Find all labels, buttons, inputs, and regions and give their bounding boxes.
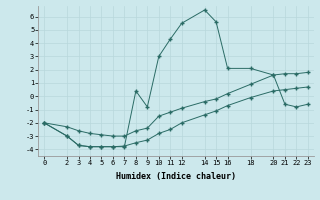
X-axis label: Humidex (Indice chaleur): Humidex (Indice chaleur) xyxy=(116,172,236,181)
